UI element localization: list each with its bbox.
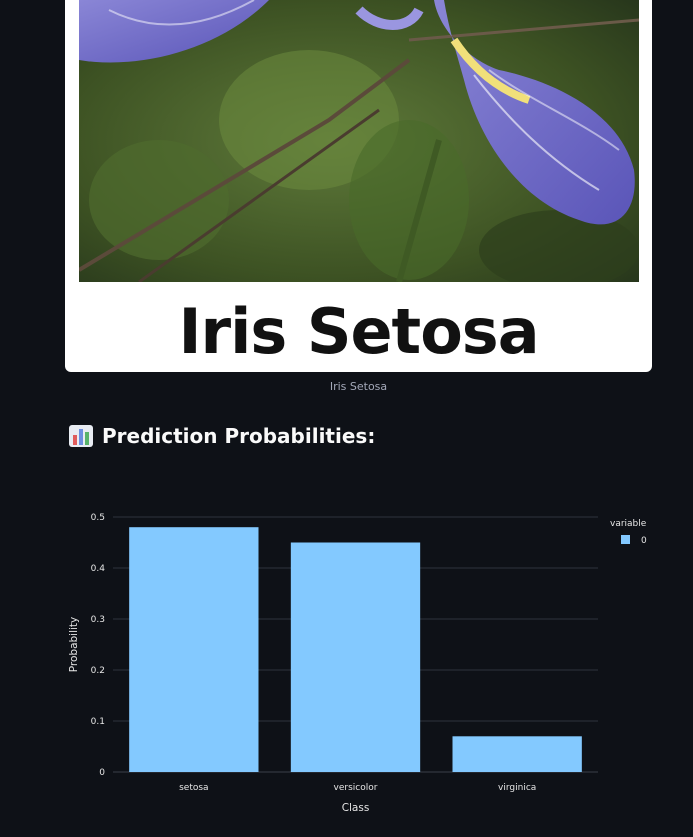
bar-virginica [452,736,582,772]
image-title-text: Iris Setosa [178,295,539,368]
legend-title: variable [610,519,647,529]
bar-setosa [129,527,259,772]
section-heading-text: Prediction Probabilities: [102,424,376,448]
prediction-chart: 0 0.1 0.2 0.3 0.4 0.5 setosa versicolor virginic… [0,490,693,830]
x-tick-label: setosa [179,783,208,793]
y-axis-title: Probability [68,617,80,673]
x-axis-title: Class [342,802,370,814]
section-heading: Prediction Probabilities: [68,422,375,450]
y-tick-label: 0.3 [91,615,105,625]
x-tick-label: virginica [498,783,536,793]
y-tick-label: 0.1 [91,717,105,727]
y-tick-label: 0 [99,768,105,778]
image-caption: Iris Setosa [329,380,388,393]
legend-entry: 0 [641,536,647,546]
bar-chart-icon [68,424,94,448]
y-tick-label: 0.4 [91,564,106,574]
y-tick-label: 0.2 [91,666,105,676]
legend-swatch [621,535,630,544]
x-tick-label: versicolor [334,783,378,793]
iris-photo [79,0,639,282]
flower-image-card: Iris Setosa [65,0,652,372]
y-tick-label: 0.5 [91,513,105,523]
bar-versicolor [290,542,421,772]
